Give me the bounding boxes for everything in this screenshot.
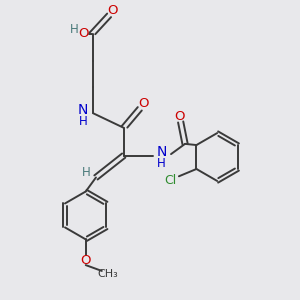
Text: H: H	[82, 166, 91, 179]
Text: O: O	[138, 98, 149, 110]
Text: N: N	[78, 103, 88, 117]
Text: H: H	[78, 115, 87, 128]
Text: O: O	[175, 110, 185, 123]
Text: H: H	[70, 22, 78, 36]
Text: O: O	[80, 254, 91, 267]
Text: O: O	[78, 27, 89, 40]
Text: H: H	[157, 157, 166, 170]
Text: N: N	[157, 145, 167, 159]
Text: Cl: Cl	[164, 174, 176, 187]
Text: CH₃: CH₃	[97, 269, 118, 279]
Text: O: O	[108, 4, 118, 17]
